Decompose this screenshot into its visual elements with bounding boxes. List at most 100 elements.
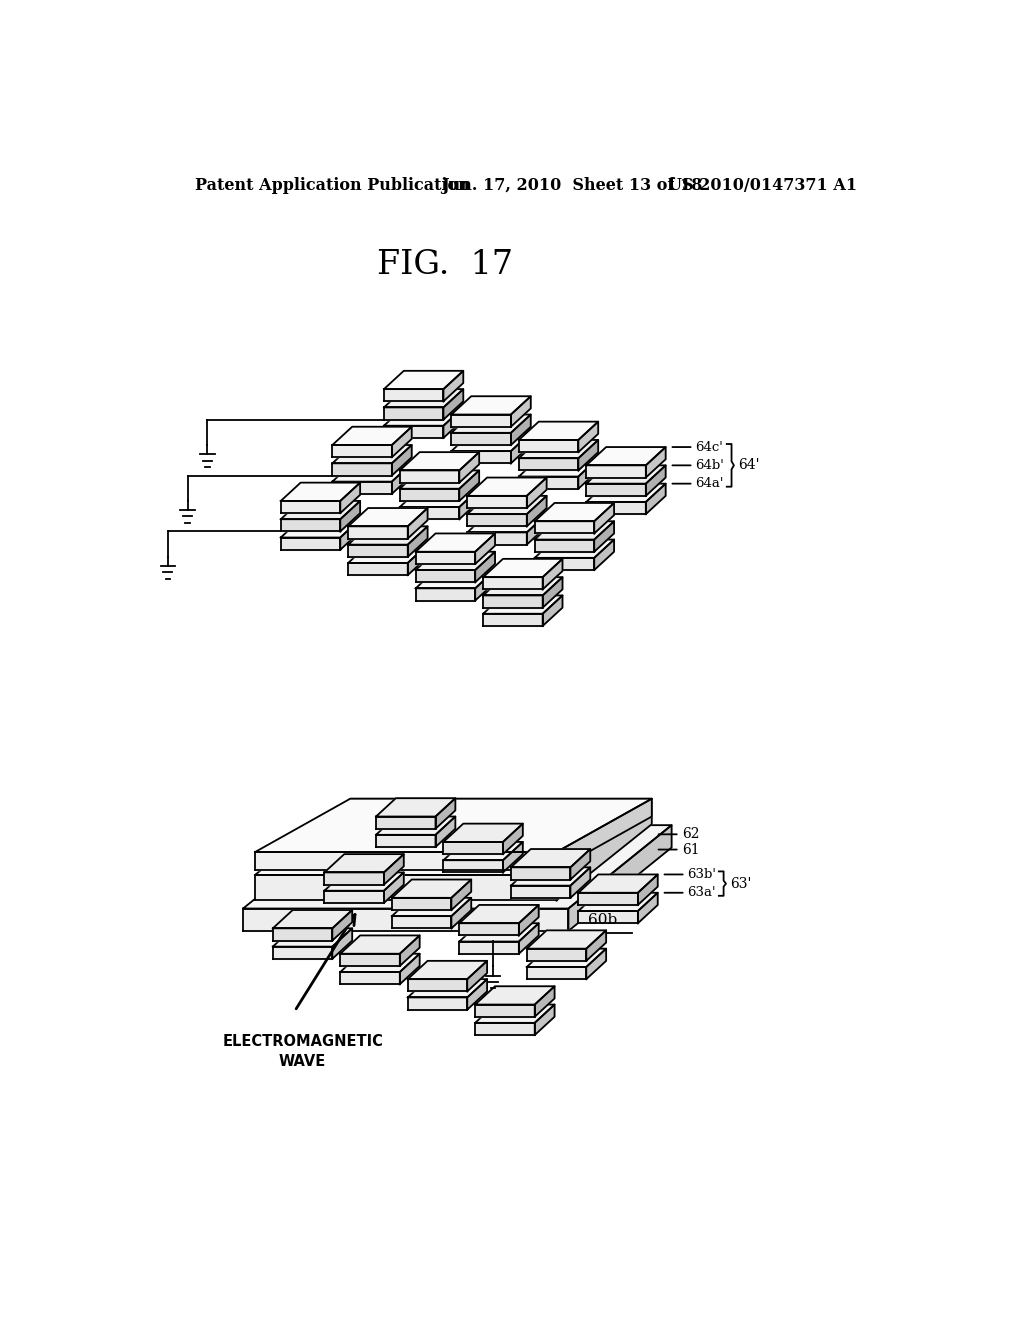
Polygon shape [348,545,408,557]
Polygon shape [587,466,666,483]
Polygon shape [452,433,511,445]
Text: 63b': 63b' [687,869,716,880]
Text: 63a': 63a' [687,886,716,899]
Polygon shape [443,861,503,873]
Polygon shape [460,923,519,936]
Polygon shape [384,389,463,408]
Polygon shape [281,483,360,500]
Polygon shape [348,545,428,562]
Polygon shape [416,552,495,570]
Text: 64a': 64a' [695,477,724,490]
Polygon shape [348,527,428,545]
Polygon shape [340,954,399,966]
Polygon shape [467,532,526,545]
Polygon shape [281,500,340,513]
Polygon shape [333,463,392,475]
Polygon shape [435,799,456,829]
Polygon shape [408,998,467,1010]
Polygon shape [443,389,463,420]
Polygon shape [376,817,435,829]
Polygon shape [452,414,511,426]
Polygon shape [511,867,570,879]
Text: 61: 61 [682,842,699,857]
Polygon shape [384,408,463,426]
Polygon shape [467,515,547,532]
Polygon shape [511,433,530,463]
Polygon shape [579,874,657,892]
Polygon shape [384,389,443,401]
Polygon shape [594,540,614,570]
Polygon shape [452,879,471,909]
Polygon shape [340,519,360,549]
Polygon shape [460,453,479,483]
Polygon shape [475,552,495,582]
Polygon shape [408,979,487,998]
Polygon shape [384,371,463,389]
Polygon shape [452,396,530,414]
Polygon shape [416,533,495,552]
Polygon shape [408,979,467,991]
Polygon shape [272,928,352,946]
Polygon shape [443,408,463,438]
Polygon shape [535,521,614,540]
Polygon shape [384,854,403,884]
Text: 63': 63' [730,876,752,891]
Polygon shape [255,799,652,875]
Text: 64': 64' [738,458,760,473]
Polygon shape [384,426,443,438]
Polygon shape [333,445,392,457]
Polygon shape [452,451,511,463]
Polygon shape [467,478,547,496]
Polygon shape [535,1005,555,1035]
Polygon shape [519,458,598,477]
Polygon shape [475,1023,535,1035]
Polygon shape [340,954,420,972]
Polygon shape [452,414,530,433]
Polygon shape [392,463,412,494]
Polygon shape [570,849,590,879]
Polygon shape [483,577,562,595]
Polygon shape [638,892,657,923]
Polygon shape [526,968,587,979]
Polygon shape [325,891,384,903]
Text: ELECTROMAGNETIC: ELECTROMAGNETIC [222,1034,383,1048]
Polygon shape [376,817,456,834]
Polygon shape [399,470,460,483]
Polygon shape [475,986,555,1005]
Polygon shape [333,445,412,463]
Polygon shape [475,570,495,601]
Text: 64b': 64b' [695,459,724,471]
Polygon shape [255,853,557,870]
Polygon shape [376,834,435,847]
Polygon shape [333,928,352,958]
Polygon shape [543,577,562,607]
Polygon shape [526,496,547,527]
Polygon shape [443,842,523,861]
Polygon shape [526,949,587,961]
Polygon shape [503,842,523,873]
Polygon shape [587,447,666,466]
Polygon shape [568,825,672,931]
Text: 60b: 60b [588,912,617,927]
Polygon shape [392,879,471,898]
Polygon shape [333,909,352,941]
Polygon shape [333,482,392,494]
Polygon shape [519,440,579,453]
Polygon shape [587,502,646,515]
Polygon shape [325,854,403,873]
Polygon shape [579,892,657,911]
Text: WAVE: WAVE [279,1053,327,1069]
Polygon shape [435,817,456,847]
Polygon shape [511,886,570,898]
Polygon shape [467,496,547,515]
Polygon shape [399,954,420,985]
Polygon shape [587,931,606,961]
Polygon shape [399,507,460,519]
Polygon shape [579,458,598,488]
Polygon shape [416,570,495,589]
Polygon shape [272,946,333,958]
Text: 62: 62 [682,828,699,841]
Polygon shape [519,923,539,954]
Text: 64c': 64c' [695,441,723,454]
Polygon shape [579,440,598,470]
